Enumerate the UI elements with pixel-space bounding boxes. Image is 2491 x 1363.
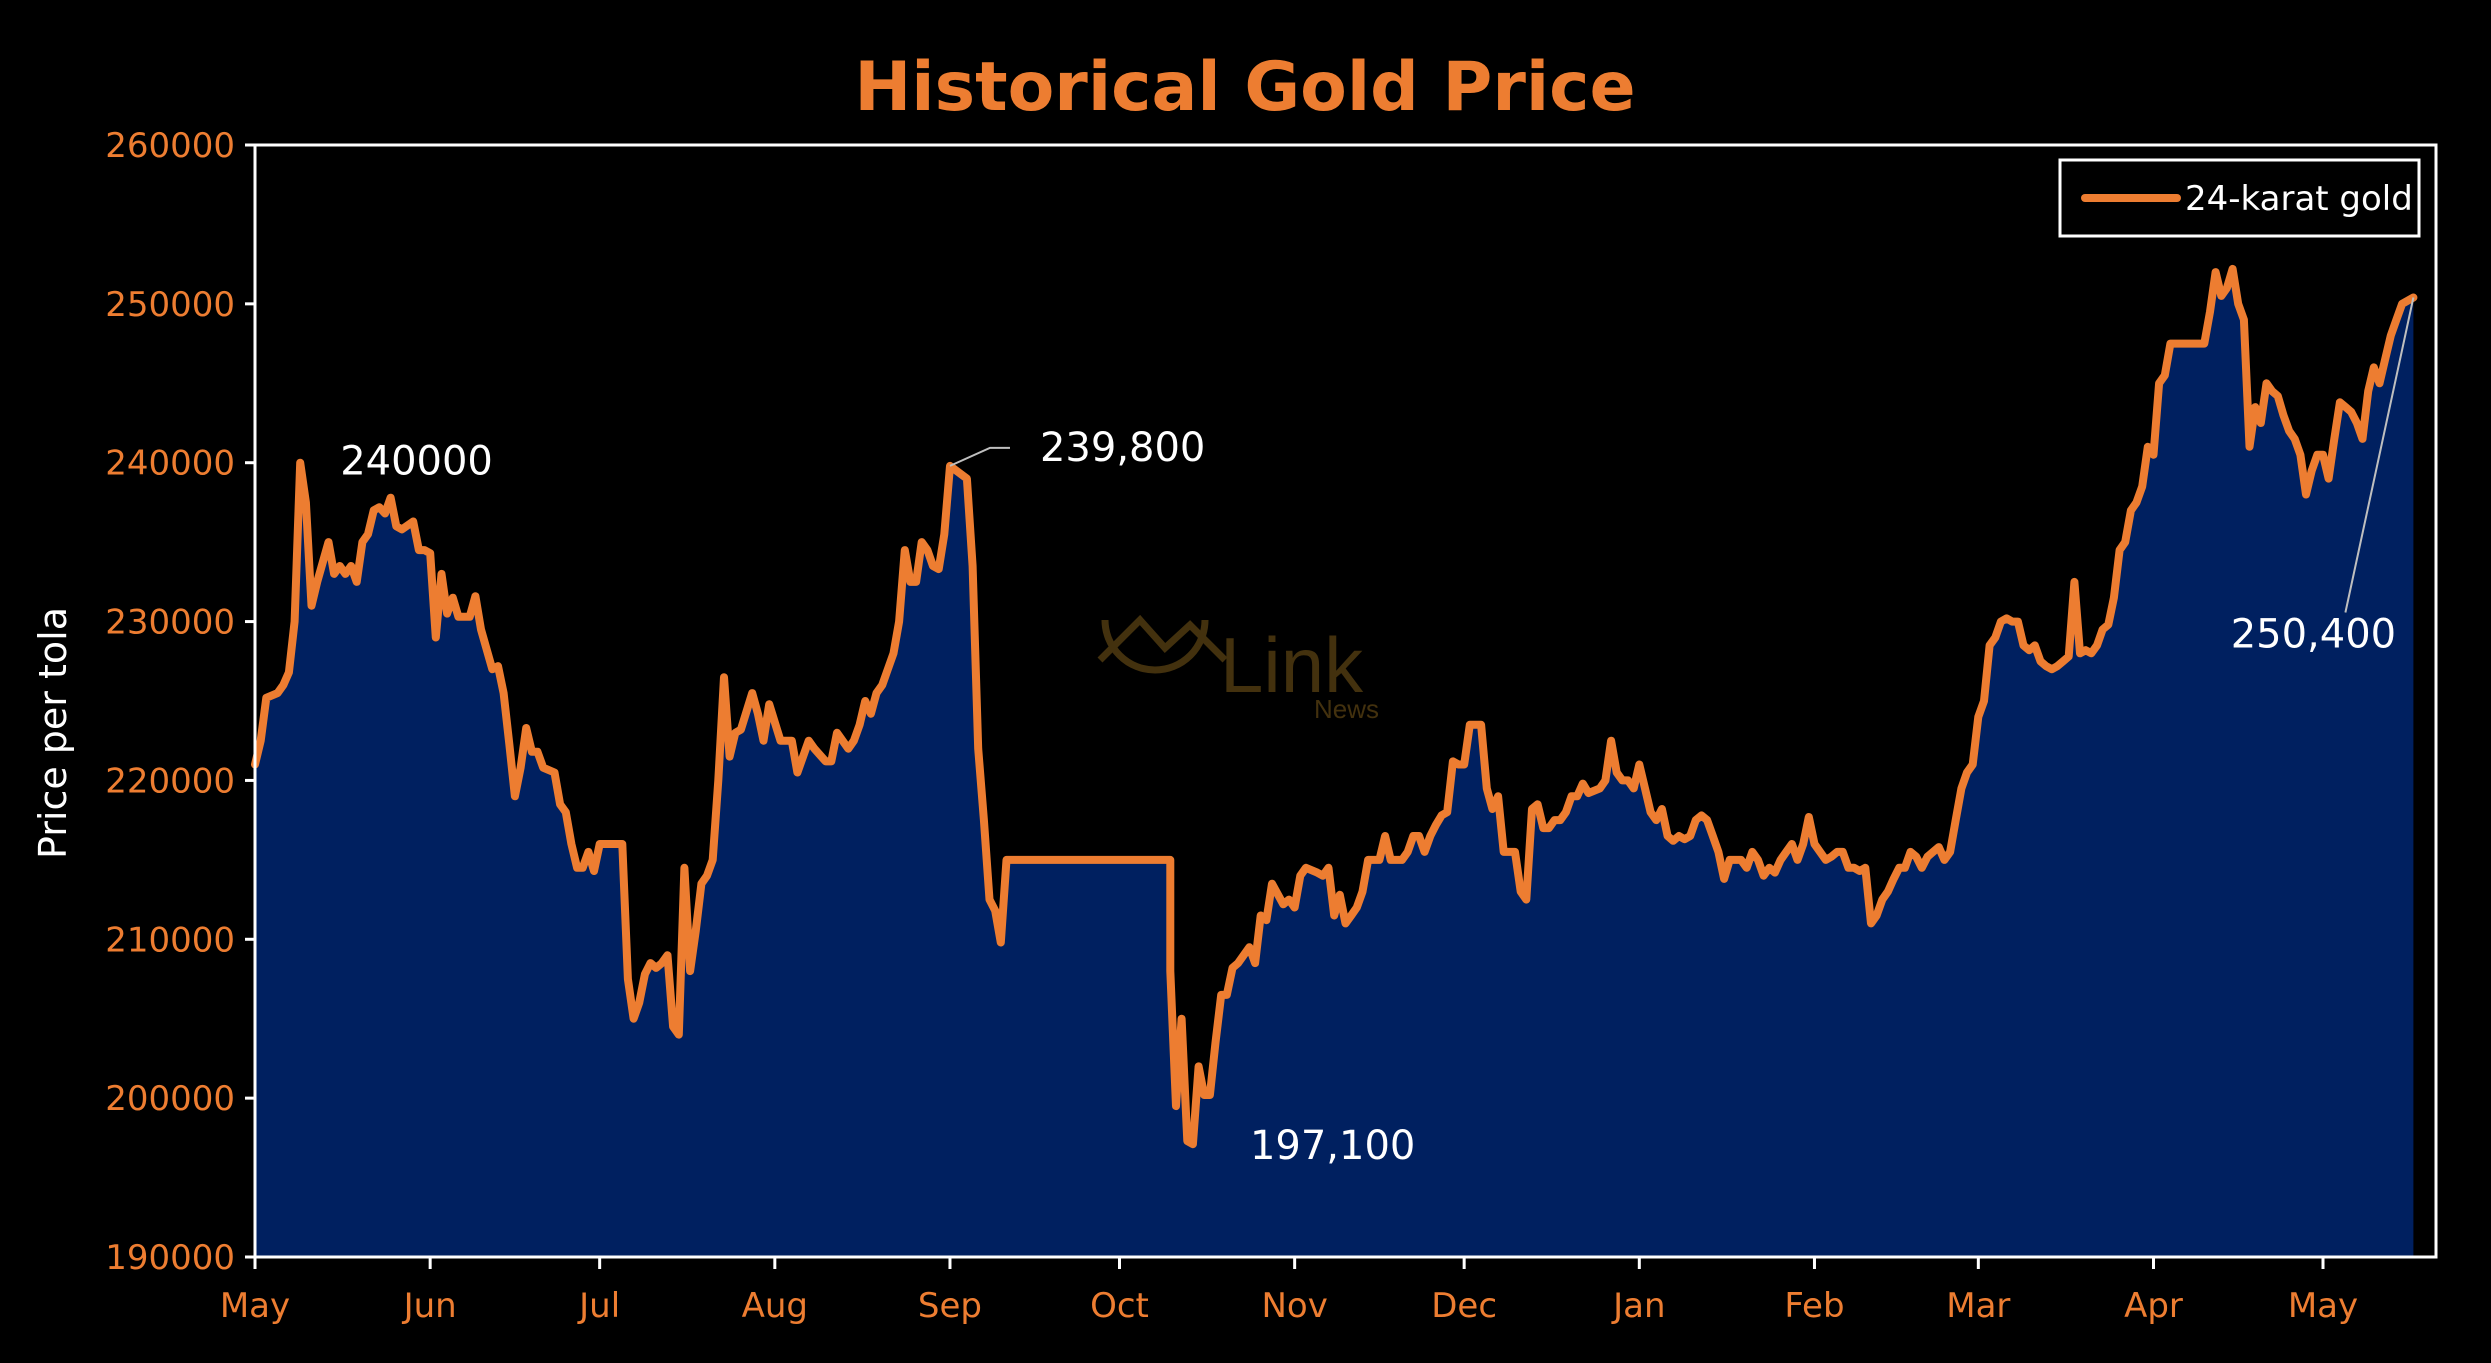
annotation-leader-line [949,446,1010,467]
x-tick-label: May [220,1286,290,1326]
y-tick-label: 230000 [105,603,235,643]
x-tick-label: Dec [1431,1286,1497,1326]
plot-border [253,143,2438,1259]
x-tick-label: Oct [1090,1286,1149,1326]
y-tick-label: 190000 [105,1238,235,1278]
watermark-logo: Link News [1097,614,1379,724]
x-axis: May Jun Jul Aug Sep Oct Nov Dec Jan Feb Mar Apr May [220,1257,2358,1326]
x-tick-label: Jan [1611,1286,1665,1326]
y-tick-label: 240000 [105,444,235,484]
x-tick-label: Mar [1946,1286,2010,1326]
x-tick-label: Jun [402,1286,457,1326]
y-tick-label: 200000 [105,1079,235,1119]
x-tick-label: Aug [742,1286,808,1326]
watermark-subtitle: News [1314,694,1379,724]
watermark-mountain-icon [1101,619,1209,674]
series-line-24-karat-gold [251,264,2418,1149]
y-axis: 190000 200000 210000 220000 230000 240000 2500… [105,126,255,1278]
y-tick-label: 250000 [105,285,235,325]
y-tick-label: 220000 [105,761,235,801]
annotation-leader-line [2344,297,2415,613]
annotations: 240000 239,800 197,100 250,400 [340,297,2415,1169]
y-axis-label: Price per tola [31,607,75,859]
x-tick-label: Sep [918,1286,982,1326]
data-label: 239,800 [1040,425,1205,471]
data-label: 197,100 [1250,1123,1415,1169]
x-tick-label: Nov [1261,1286,1327,1326]
x-tick-label: Feb [1784,1286,1844,1326]
watermark-wave-icon [1097,614,1228,663]
x-tick-label: Jul [577,1286,620,1326]
y-tick-label: 260000 [105,126,235,166]
watermark-brand: Link [1220,621,1364,709]
series-area-fill [255,268,2414,1257]
data-label: 250,400 [2231,612,2396,658]
legend-label: 24-karat gold [2185,179,2413,219]
x-tick-label: May [2288,1286,2358,1326]
y-tick-label: 210000 [105,920,235,960]
x-tick-label: Apr [2124,1286,2183,1326]
chart-title: Historical Gold Price [854,48,1635,127]
data-label: 240000 [340,439,493,485]
legend: 24-karat gold [2058,158,2421,238]
